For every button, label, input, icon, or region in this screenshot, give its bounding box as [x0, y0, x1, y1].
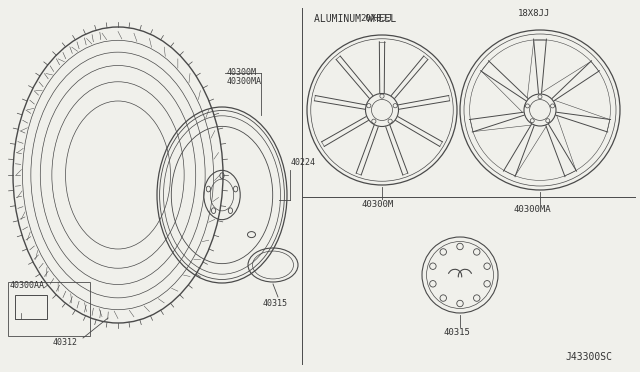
Text: 40300M: 40300M — [362, 200, 394, 209]
Text: 40315: 40315 — [263, 299, 288, 308]
Text: J43300SC: J43300SC — [565, 352, 612, 362]
Text: ALUMINUM WHEEL: ALUMINUM WHEEL — [314, 14, 396, 24]
Bar — [15, 295, 47, 319]
Text: 40300MA: 40300MA — [514, 205, 552, 214]
Text: 18X8JJ: 18X8JJ — [518, 9, 550, 18]
Text: 40312: 40312 — [53, 338, 78, 347]
Text: 40300AA: 40300AA — [10, 281, 45, 290]
Text: 40300M: 40300M — [227, 68, 257, 77]
Text: 40315: 40315 — [444, 328, 471, 337]
Text: 40224: 40224 — [291, 158, 316, 167]
Text: 40300MA: 40300MA — [227, 77, 262, 86]
Bar — [8, 282, 90, 336]
Text: 20X8JJ: 20X8JJ — [360, 14, 392, 23]
